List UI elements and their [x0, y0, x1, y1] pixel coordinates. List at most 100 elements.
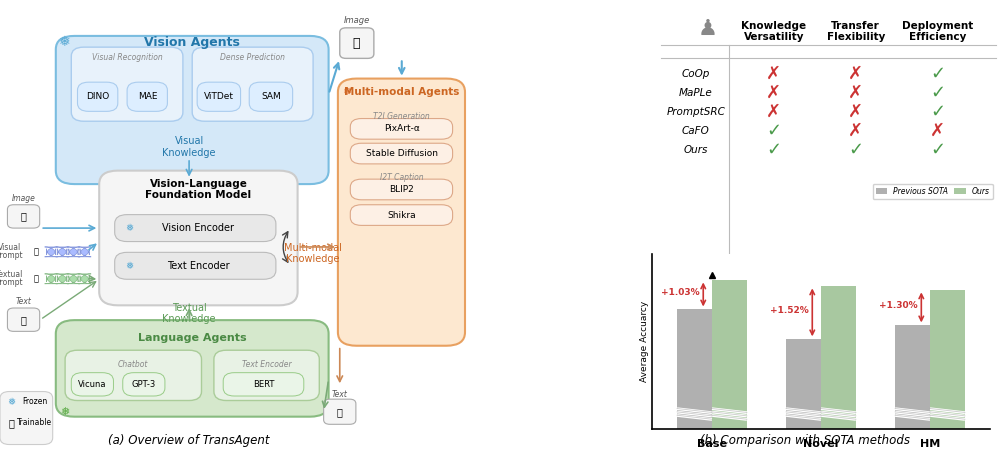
FancyBboxPatch shape — [67, 247, 80, 257]
Text: ❅: ❅ — [59, 35, 71, 49]
Text: Frozen: Frozen — [22, 397, 47, 406]
FancyBboxPatch shape — [350, 119, 453, 139]
FancyBboxPatch shape — [7, 308, 40, 331]
FancyBboxPatch shape — [350, 143, 453, 164]
Text: Chatbot: Chatbot — [118, 360, 148, 369]
Legend: Previous SOTA, Ours: Previous SOTA, Ours — [873, 184, 993, 199]
FancyBboxPatch shape — [127, 82, 167, 111]
Text: 🔥: 🔥 — [8, 418, 14, 428]
Text: (b) Comparison with SOTA methods: (b) Comparison with SOTA methods — [700, 435, 910, 447]
FancyBboxPatch shape — [78, 82, 118, 111]
FancyBboxPatch shape — [350, 179, 453, 200]
Text: Visual Recognition: Visual Recognition — [92, 53, 162, 62]
Text: Deployment
Efficiency: Deployment Efficiency — [902, 21, 973, 42]
Text: ✓: ✓ — [848, 141, 863, 158]
Text: ViTDet: ViTDet — [204, 92, 234, 101]
Text: Image: Image — [12, 194, 35, 203]
Text: Trainable: Trainable — [17, 418, 52, 427]
Text: Ours: Ours — [684, 145, 708, 154]
Text: PixArt-α: PixArt-α — [384, 124, 420, 133]
Text: ❅: ❅ — [7, 397, 15, 407]
Text: PromptSRC: PromptSRC — [666, 107, 725, 117]
Text: +1.30%: +1.30% — [879, 301, 918, 310]
FancyBboxPatch shape — [324, 399, 356, 424]
Text: BLIP2: BLIP2 — [389, 185, 414, 194]
FancyBboxPatch shape — [56, 274, 69, 284]
Text: ✗: ✗ — [766, 65, 781, 83]
Text: ✗: ✗ — [848, 65, 863, 83]
Bar — [786, 339, 821, 429]
Text: Stable Diffusion: Stable Diffusion — [366, 149, 438, 158]
FancyBboxPatch shape — [56, 320, 329, 417]
Text: T2I Generation: T2I Generation — [373, 112, 430, 121]
Text: Visual: Visual — [0, 243, 21, 252]
FancyBboxPatch shape — [99, 171, 298, 305]
FancyBboxPatch shape — [78, 247, 91, 257]
Text: Text Encoder: Text Encoder — [167, 261, 230, 271]
Text: Text: Text — [332, 390, 348, 399]
Text: Vicuna: Vicuna — [78, 380, 107, 389]
FancyBboxPatch shape — [340, 28, 374, 58]
Text: ✗: ✗ — [766, 84, 781, 102]
Text: ✓: ✓ — [766, 122, 781, 140]
Text: ✗: ✗ — [848, 122, 863, 140]
Text: DINO: DINO — [86, 92, 110, 101]
Text: ❅: ❅ — [343, 87, 352, 97]
FancyBboxPatch shape — [223, 373, 304, 396]
Text: +1.03%: +1.03% — [661, 288, 700, 297]
Text: Shikra: Shikra — [387, 211, 416, 220]
FancyBboxPatch shape — [192, 47, 313, 121]
Text: 🖼: 🖼 — [353, 37, 360, 49]
Bar — [712, 280, 747, 429]
FancyBboxPatch shape — [78, 274, 91, 284]
FancyBboxPatch shape — [197, 82, 241, 111]
Text: (a) Overview of TransAgent: (a) Overview of TransAgent — [108, 435, 270, 447]
Text: Knowledge
Versatility: Knowledge Versatility — [741, 21, 806, 42]
Text: ✓: ✓ — [930, 84, 945, 102]
Text: GPT-3: GPT-3 — [132, 380, 156, 389]
FancyBboxPatch shape — [71, 373, 113, 396]
Text: BERT: BERT — [253, 380, 274, 389]
Text: Textual
Knowledge: Textual Knowledge — [162, 303, 216, 324]
FancyBboxPatch shape — [7, 205, 40, 228]
Text: I2T Caption: I2T Caption — [380, 173, 424, 182]
Text: Vision Encoder: Vision Encoder — [162, 223, 234, 233]
FancyBboxPatch shape — [115, 215, 276, 242]
Text: Text: Text — [16, 297, 31, 306]
FancyBboxPatch shape — [123, 373, 165, 396]
Text: Prompt: Prompt — [0, 278, 23, 287]
Y-axis label: Average Accuarcy: Average Accuarcy — [640, 301, 649, 382]
Text: ✓: ✓ — [930, 103, 945, 121]
Text: Transfer
Flexibility: Transfer Flexibility — [827, 21, 885, 42]
FancyBboxPatch shape — [338, 79, 465, 346]
Text: SAM: SAM — [261, 92, 281, 101]
Text: 📄: 📄 — [337, 407, 343, 417]
Text: Multi-modal
Knowledge: Multi-modal Knowledge — [284, 243, 342, 264]
Text: Text Encoder: Text Encoder — [242, 360, 291, 369]
Text: 🔥: 🔥 — [33, 247, 38, 256]
Text: CoOp: CoOp — [682, 69, 710, 79]
Text: Image: Image — [343, 16, 370, 25]
Text: Multi-modal Agents: Multi-modal Agents — [344, 87, 459, 97]
Text: CaFO: CaFO — [682, 126, 710, 136]
Text: 🔥: 🔥 — [33, 274, 38, 283]
Text: Language Agents: Language Agents — [138, 333, 247, 343]
FancyBboxPatch shape — [45, 274, 58, 284]
Text: ✗: ✗ — [766, 103, 781, 121]
Text: 🖼: 🖼 — [21, 211, 26, 221]
FancyBboxPatch shape — [67, 274, 80, 284]
FancyBboxPatch shape — [56, 247, 69, 257]
Bar — [821, 286, 856, 429]
Bar — [930, 290, 965, 429]
FancyBboxPatch shape — [115, 252, 276, 279]
Text: ✓: ✓ — [766, 141, 781, 158]
Text: 📄: 📄 — [21, 315, 26, 325]
Text: ✓: ✓ — [930, 65, 945, 83]
FancyBboxPatch shape — [65, 350, 202, 401]
Text: Prompt: Prompt — [0, 251, 23, 260]
Text: MaPLe: MaPLe — [679, 88, 713, 98]
FancyBboxPatch shape — [45, 247, 58, 257]
Text: ❅: ❅ — [60, 407, 70, 417]
Text: ❅: ❅ — [125, 223, 133, 233]
FancyBboxPatch shape — [71, 47, 183, 121]
